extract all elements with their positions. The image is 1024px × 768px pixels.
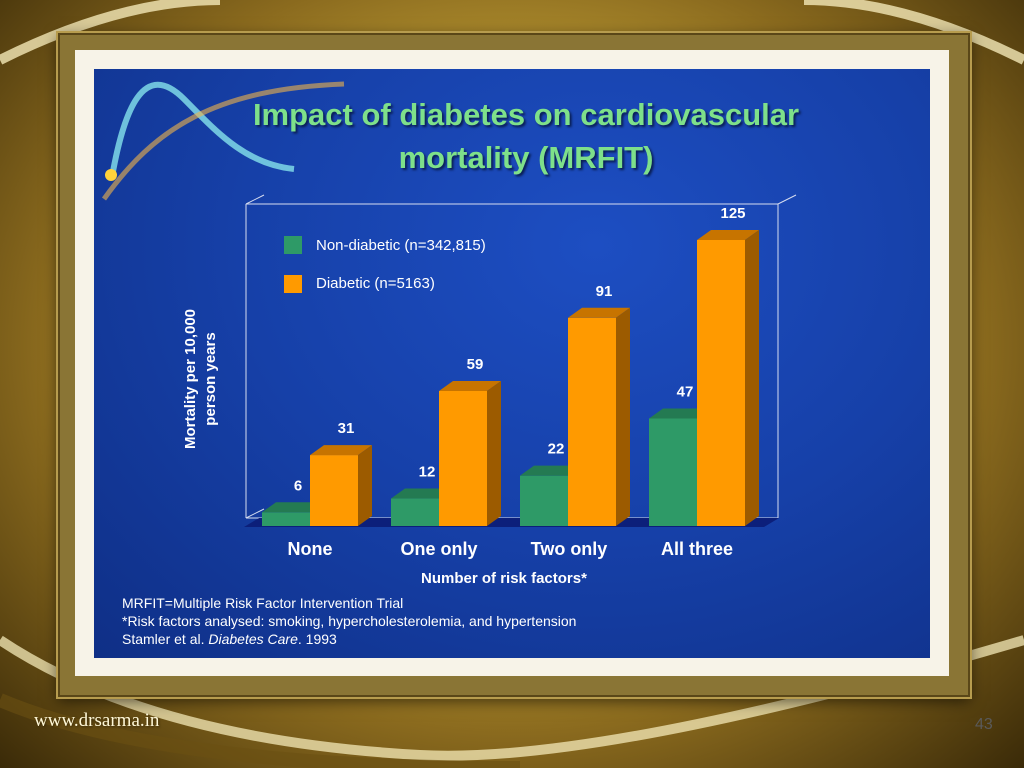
bar-chart: 6 31 12 59 22 91 47 125 Non-diabetic (n=342,815…	[182, 194, 797, 587]
legend-swatch-diabetic	[284, 275, 302, 293]
category-labels: None One only Two only All three	[288, 539, 734, 559]
category-label-all-three: All three	[661, 539, 733, 559]
citation-authors: Stamler et al.	[122, 631, 209, 647]
y-axis-label: Mortality per 10,000 person years	[182, 309, 219, 449]
y-axis-label-line-1: Mortality per 10,000	[182, 309, 199, 449]
category-label-none: None	[288, 539, 333, 559]
legend-label-non-diabetic: Non-diabetic (n=342,815)	[316, 237, 486, 254]
slide-title: Impact of diabetes on cardiovascular mor…	[206, 93, 846, 179]
value-label-diabetic-two-only: 91	[596, 283, 613, 300]
page-number: 43	[975, 716, 993, 733]
bar-diabetic-none	[310, 445, 372, 526]
citation-journal: Diabetes Care	[208, 631, 298, 647]
category-label-one-only: One only	[400, 539, 477, 559]
value-label-non-diabetic-none: 6	[294, 477, 302, 494]
citation-year: . 1993	[297, 631, 337, 647]
slide: Impact of diabetes on cardiovascular mor…	[94, 69, 930, 658]
value-label-non-diabetic-all-three: 47	[677, 383, 694, 400]
value-label-diabetic-none: 31	[338, 420, 355, 437]
value-label-non-diabetic-two-only: 22	[548, 441, 565, 458]
footnotes: MRFIT=Multiple Risk Factor Intervention …	[122, 594, 576, 648]
plot-frame	[244, 194, 797, 527]
y-axis-label-line-2: person years	[202, 332, 219, 425]
bars-group	[262, 230, 759, 526]
footnote-risk-factors: *Risk factors analysed: smoking, hyperch…	[122, 613, 577, 629]
value-label-diabetic-all-three: 125	[720, 205, 745, 222]
bar-diabetic-all-three	[697, 230, 759, 526]
legend: Non-diabetic (n=342,815) Diabetic (n=516…	[284, 236, 486, 293]
category-label-two-only: Two only	[531, 539, 608, 559]
bar-diabetic-two-only	[568, 307, 630, 526]
value-labels-group: 6 31 12 59 22 91 47 125	[294, 205, 746, 494]
title-line-1: Impact of diabetes on cardiovascular	[252, 97, 800, 132]
footnote-abbreviation: MRFIT=Multiple Risk Factor Intervention …	[122, 595, 404, 611]
bar-diabetic-one-only	[439, 381, 501, 526]
legend-swatch-non-diabetic	[284, 236, 302, 254]
value-label-non-diabetic-one-only: 12	[419, 464, 436, 481]
swoosh-logo	[101, 81, 345, 201]
value-label-diabetic-one-only: 59	[467, 356, 484, 373]
footnote-citation: Stamler et al. Diabetes Care. 1993	[122, 630, 576, 648]
x-axis-label: Number of risk factors*	[421, 570, 587, 587]
title-line-2: mortality (MRFIT)	[398, 140, 654, 175]
website-link[interactable]: www.drsarma.in	[34, 710, 160, 731]
legend-label-diabetic: Diabetic (n=5163)	[316, 275, 435, 292]
